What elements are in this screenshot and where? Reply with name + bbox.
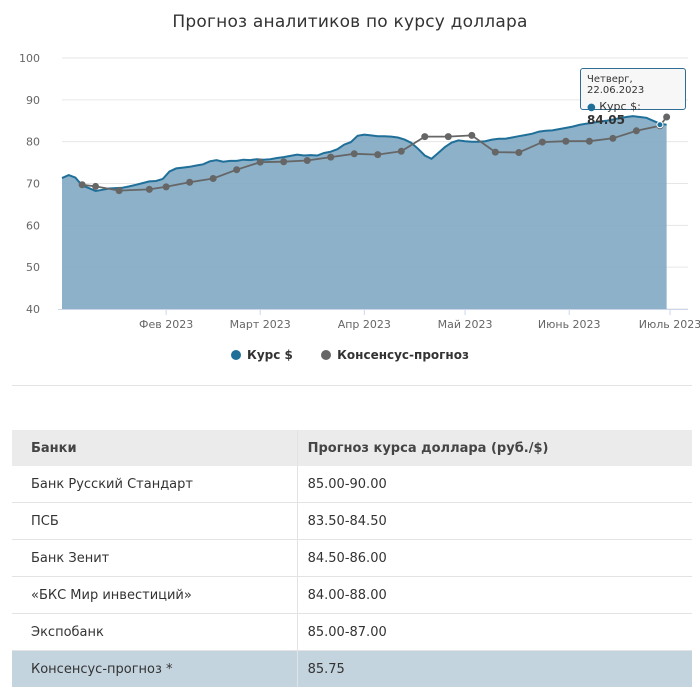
- bank-name: Экспобанк: [12, 613, 298, 651]
- forecast-range: 84.00-88.00: [296, 576, 692, 614]
- x-tick-label: Апр 2023: [338, 318, 391, 331]
- rate-area-fill: [62, 116, 667, 309]
- forecast-range: 84.50-86.00: [296, 539, 692, 577]
- x-tick-label: Март 2023: [230, 318, 291, 331]
- rate-hover-point: [656, 121, 664, 129]
- chart-title: Прогноз аналитиков по курсу доллара: [172, 12, 528, 32]
- consensus-point: [162, 183, 170, 191]
- consensus-point: [280, 158, 288, 166]
- consensus-point: [538, 138, 546, 146]
- legend-item-rate[interactable]: Курс $: [231, 348, 293, 362]
- tooltip-series-name: Курс $: [599, 100, 638, 113]
- consensus-point: [515, 149, 523, 157]
- bank-name: ПСБ: [12, 502, 298, 540]
- forecast-range: 85.00-90.00: [296, 466, 692, 503]
- tooltip-value: 84.05: [587, 113, 625, 127]
- forecast-range: 83.50-84.50: [296, 502, 692, 540]
- rate-series-line: [61, 115, 667, 193]
- consensus-point: [632, 127, 640, 135]
- consensus-point: [303, 156, 311, 164]
- legend-rate-label: Курс $: [247, 348, 293, 362]
- table-row: Экспобанк 85.00-87.00: [12, 613, 692, 651]
- consensus-point: [145, 185, 153, 193]
- chart-plot: 40 50 60 70 80 90 100 Фев 2023 Март 2023 Апр 2023…: [19, 52, 700, 331]
- consensus-point: [585, 137, 593, 145]
- consensus-point: [444, 133, 452, 141]
- consensus-point: [663, 113, 671, 121]
- consensus-row: Консенсус-прогноз * 85.75: [12, 650, 692, 687]
- consensus-point: [186, 178, 194, 186]
- consensus-point: [350, 150, 358, 158]
- y-tick-label: 40: [26, 303, 40, 316]
- consensus-point: [609, 134, 617, 142]
- consensus-point: [78, 181, 86, 189]
- table-row: ПСБ 83.50-84.50: [12, 502, 692, 540]
- table-row: «БКС Мир инвестиций» 84.00-88.00: [12, 576, 692, 614]
- legend-consensus-label: Консенсус-прогноз: [337, 348, 469, 362]
- consensus-point: [115, 187, 123, 195]
- y-tick-label: 50: [26, 261, 40, 274]
- bank-forecast-table: Банки Прогноз курса доллара (руб./$) Бан…: [12, 430, 692, 687]
- consensus-label: Консенсус-прогноз *: [12, 650, 298, 687]
- x-tick-label: Май 2023: [438, 318, 493, 331]
- y-tick-label: 80: [26, 136, 40, 149]
- x-tick-label: Июль 2023: [639, 318, 700, 331]
- table-row: Банк Русский Стандарт 85.00-90.00: [12, 466, 692, 503]
- legend-item-consensus[interactable]: Консенсус-прогноз: [321, 348, 469, 362]
- table-header-row: Банки Прогноз курса доллара (руб./$): [12, 430, 692, 466]
- y-tick-label: 70: [26, 178, 40, 191]
- x-tick-label: Фев 2023: [139, 318, 193, 331]
- bank-name: «БКС Мир инвестиций»: [12, 576, 298, 614]
- consensus-point: [562, 137, 570, 145]
- consensus-point: [421, 133, 429, 141]
- consensus-point: [209, 174, 217, 182]
- consensus-point: [491, 148, 499, 156]
- consensus-point: [256, 158, 264, 166]
- consensus-value: 85.75: [296, 650, 692, 687]
- consensus-point: [468, 131, 476, 139]
- chart-tooltip: Четверг, 22.06.2023 ● Курс $: 84.05: [580, 68, 686, 127]
- consensus-point: [374, 151, 382, 159]
- consensus-point: [92, 182, 100, 190]
- legend-consensus-marker-icon: [321, 349, 332, 360]
- forecast-range: 85.00-87.00: [296, 613, 692, 651]
- legend-rate-marker-icon: [231, 349, 242, 360]
- bank-name: Банк Русский Стандарт: [12, 466, 298, 503]
- consensus-point: [233, 166, 241, 174]
- tooltip-date: Четверг, 22.06.2023: [587, 74, 645, 96]
- x-tick-label: Июнь 2023: [538, 318, 601, 331]
- y-tick-label: 90: [26, 94, 40, 107]
- consensus-point: [327, 153, 335, 161]
- section-divider: [12, 385, 692, 386]
- header-banks: Банки: [12, 430, 298, 466]
- bank-name: Банк Зенит: [12, 539, 298, 577]
- consensus-point: [397, 147, 405, 155]
- y-tick-label: 60: [26, 219, 40, 232]
- table-row: Банк Зенит 84.50-86.00: [12, 539, 692, 577]
- header-forecast: Прогноз курса доллара (руб./$): [296, 430, 692, 466]
- y-tick-label: 100: [19, 52, 40, 65]
- tooltip-series-dot-icon: ●: [587, 102, 596, 113]
- chart-legend: Курс $ Консенсус-прогноз: [0, 348, 700, 362]
